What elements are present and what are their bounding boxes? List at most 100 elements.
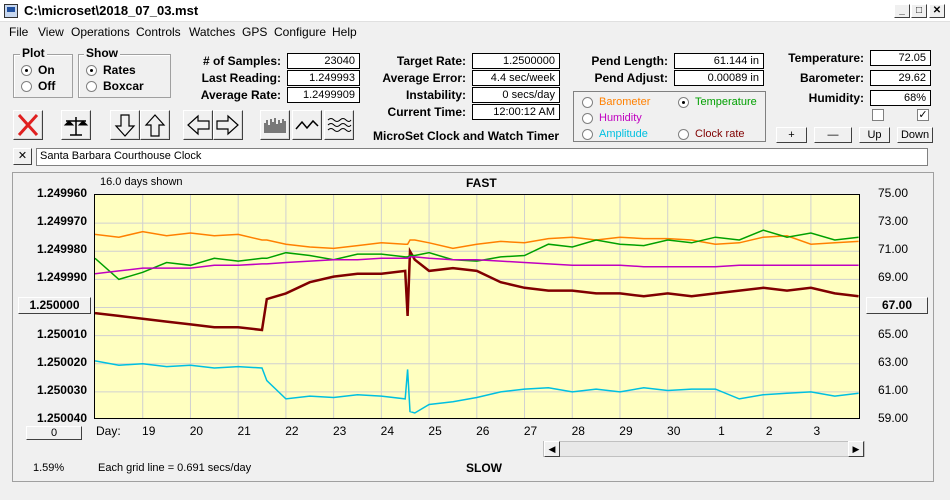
x-tick-label: 28 <box>571 424 585 438</box>
pend-adjust-label: Pend Adjust: <box>594 71 668 85</box>
rates-label: Rates <box>103 63 136 77</box>
sensor-select-box <box>573 91 766 142</box>
x-tick-label: 30 <box>667 424 681 438</box>
average-rate-label: Average Rate: <box>200 88 281 102</box>
plot-group-title: Plot <box>20 46 47 60</box>
left-tick-label: 1.250010 <box>36 326 87 341</box>
rates-radio[interactable] <box>86 65 97 76</box>
series-temperature <box>95 229 859 281</box>
center-left-button[interactable]: 1.250000 <box>18 297 91 314</box>
x-tick-label: 2 <box>765 424 773 438</box>
arrow-down-button[interactable] <box>110 110 140 140</box>
right-tick-label: 63.00 <box>877 354 908 369</box>
current-time-label: Current Time: <box>387 105 466 119</box>
wave-button[interactable] <box>292 110 322 140</box>
menu-operations[interactable]: Operations <box>71 25 130 39</box>
horizontal-scrollbar[interactable]: ◀ ▶ <box>543 441 865 457</box>
up-button[interactable]: Up <box>859 127 890 143</box>
arrow-up-button[interactable] <box>140 110 170 140</box>
amplitude-option: Amplitude <box>599 128 648 140</box>
pend-adjust-value: 0.00089 in <box>674 70 764 86</box>
offset-button[interactable]: 0 <box>26 426 82 440</box>
x-tick-label: 25 <box>428 424 442 438</box>
arrow-left-button[interactable] <box>183 110 213 140</box>
amplitude-radio[interactable] <box>582 129 593 140</box>
clock-rate-option: Clock rate <box>695 128 745 140</box>
minimize-icon[interactable]: _ <box>894 4 910 18</box>
humidity-radio[interactable] <box>582 113 593 124</box>
down-button[interactable]: Down <box>897 127 933 143</box>
center-right-button[interactable]: 67.00 <box>866 297 928 314</box>
menu-file[interactable]: File <box>9 25 29 39</box>
x-tick-label: 3 <box>813 424 821 438</box>
boxcar-radio[interactable] <box>86 81 97 92</box>
plot-off-radio[interactable] <box>21 81 32 92</box>
arrow-right-button[interactable] <box>213 110 243 140</box>
minus-button[interactable]: — <box>814 127 852 143</box>
menu-watches[interactable]: Watches <box>189 25 236 39</box>
menu-controls[interactable]: Controls <box>136 25 181 39</box>
average-error-value: 4.4 sec/week <box>472 70 560 86</box>
balance-icon <box>63 117 89 136</box>
series-amplitude <box>95 360 859 414</box>
plot-on-radio[interactable] <box>21 65 32 76</box>
show-group <box>78 54 171 98</box>
series-clock-rate <box>95 246 859 332</box>
balance-button[interactable] <box>61 110 91 140</box>
temperature-value: 72.05 <box>870 50 931 66</box>
x-tick-label: 23 <box>332 424 347 438</box>
x-tick-label: 24 <box>380 424 395 438</box>
humidity-value: 68% <box>870 90 931 106</box>
checkbox-1[interactable] <box>872 109 884 121</box>
arrow-up-icon <box>144 114 166 137</box>
close-watch-button[interactable]: ✕ <box>13 148 32 165</box>
menu-help[interactable]: Help <box>332 25 357 39</box>
pend-length-value[interactable]: 61.144 in <box>674 53 764 69</box>
x-tick-label: 21 <box>237 424 251 438</box>
instability-value: 0 secs/day <box>472 87 560 103</box>
clock-rate-radio[interactable] <box>678 129 689 140</box>
bars-button[interactable] <box>260 110 290 140</box>
last-reading-value: 1.249993 <box>287 70 360 86</box>
left-tick-label: 1.249970 <box>36 214 87 229</box>
app-icon[interactable] <box>4 4 18 18</box>
checkbox-2[interactable]: ✓ <box>917 109 929 121</box>
fast-label: FAST <box>466 176 497 190</box>
chart-frame <box>12 172 934 482</box>
left-tick-label: 1.250020 <box>36 354 87 369</box>
humidity-label: Humidity: <box>808 91 864 105</box>
target-rate-label: Target Rate: <box>396 54 466 68</box>
plus-button[interactable]: + <box>776 127 807 143</box>
stop-button[interactable] <box>13 110 43 140</box>
multi-wave-button[interactable] <box>324 110 354 140</box>
barometer-value: 29.62 <box>870 70 931 86</box>
samples-label: # of Samples: <box>202 54 281 68</box>
barometer-label: Barometer: <box>799 71 864 85</box>
series-barometer <box>95 230 859 250</box>
pend-length-label: Pend Length: <box>591 54 668 68</box>
x-tick-label: 29 <box>619 424 633 438</box>
menu-view[interactable]: View <box>38 25 64 39</box>
scroll-right-icon[interactable]: ▶ <box>848 441 864 457</box>
scroll-left-icon[interactable]: ◀ <box>544 441 560 457</box>
close-icon[interactable]: ✕ <box>929 4 945 18</box>
menu-gps[interactable]: GPS <box>242 25 268 39</box>
average-error-label: Average Error: <box>382 71 466 85</box>
window-title: C:\microset\2018_07_03.mst <box>24 3 199 18</box>
arrow-right-icon <box>216 114 239 136</box>
x-tick-label: 27 <box>523 424 538 438</box>
left-tick-label: 1.249980 <box>36 242 87 257</box>
watch-name-field[interactable]: Santa Barbara Courthouse Clock <box>36 148 928 166</box>
percent-label: 1.59% <box>33 462 65 474</box>
temperature-radio[interactable] <box>678 97 689 108</box>
right-tick-label: 71.00 <box>877 242 908 257</box>
arrow-down-icon <box>114 114 136 137</box>
x-tick-label: 1 <box>718 424 725 438</box>
title-bar[interactable]: C:\microset\2018_07_03.mst _ □ ✕ <box>0 0 950 22</box>
target-rate-value[interactable]: 1.2500000 <box>472 53 560 69</box>
maximize-icon[interactable]: □ <box>911 4 927 18</box>
menu-configure[interactable]: Configure <box>274 25 327 39</box>
barometer-radio[interactable] <box>582 97 593 108</box>
left-tick-label: 1.250030 <box>36 382 87 397</box>
plot-on-label: On <box>38 63 55 77</box>
